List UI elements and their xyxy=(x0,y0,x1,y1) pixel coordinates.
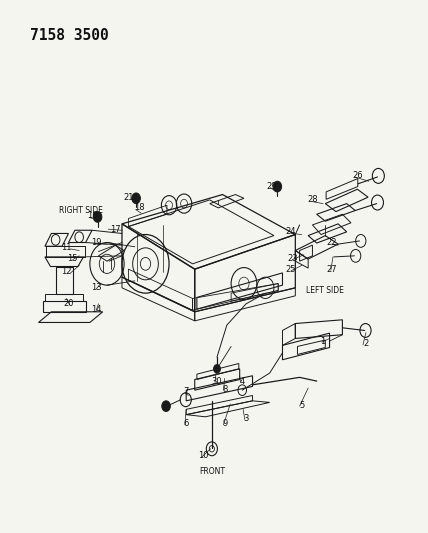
Text: 7: 7 xyxy=(184,387,189,396)
Text: 22: 22 xyxy=(327,238,337,247)
Text: FRONT: FRONT xyxy=(199,467,225,476)
Text: 29: 29 xyxy=(267,182,277,191)
Circle shape xyxy=(93,212,102,222)
Text: 5: 5 xyxy=(299,401,304,409)
Text: 8: 8 xyxy=(222,385,227,393)
Text: 6: 6 xyxy=(184,419,189,428)
Circle shape xyxy=(214,365,220,373)
Text: 10: 10 xyxy=(198,451,208,460)
Text: 12: 12 xyxy=(61,268,71,276)
Text: 17: 17 xyxy=(110,225,121,233)
Text: 23: 23 xyxy=(288,254,298,263)
Circle shape xyxy=(273,181,282,192)
Text: 26: 26 xyxy=(352,172,363,180)
Text: 18: 18 xyxy=(134,204,144,212)
Text: 20: 20 xyxy=(63,300,74,308)
Text: 19: 19 xyxy=(91,238,101,247)
Text: 14: 14 xyxy=(91,305,101,313)
Text: 30: 30 xyxy=(211,377,221,385)
Text: 25: 25 xyxy=(286,265,296,273)
Text: LEFT SIDE: LEFT SIDE xyxy=(306,286,344,295)
Text: 28: 28 xyxy=(307,196,318,204)
Text: 4: 4 xyxy=(239,377,244,385)
Text: 2: 2 xyxy=(363,340,369,348)
Text: RIGHT SIDE: RIGHT SIDE xyxy=(59,206,103,215)
Text: 1: 1 xyxy=(321,337,326,345)
Text: 11: 11 xyxy=(61,244,71,252)
Text: 27: 27 xyxy=(327,265,337,273)
Text: 3: 3 xyxy=(244,414,249,423)
Text: 21: 21 xyxy=(123,193,134,201)
Text: 24: 24 xyxy=(286,228,296,236)
Text: 13: 13 xyxy=(91,284,101,292)
Text: 7158 3500: 7158 3500 xyxy=(30,28,109,43)
Circle shape xyxy=(162,401,170,411)
Text: 15: 15 xyxy=(68,254,78,263)
Circle shape xyxy=(132,193,140,204)
Text: 9: 9 xyxy=(222,419,227,428)
Text: 16: 16 xyxy=(87,212,97,220)
